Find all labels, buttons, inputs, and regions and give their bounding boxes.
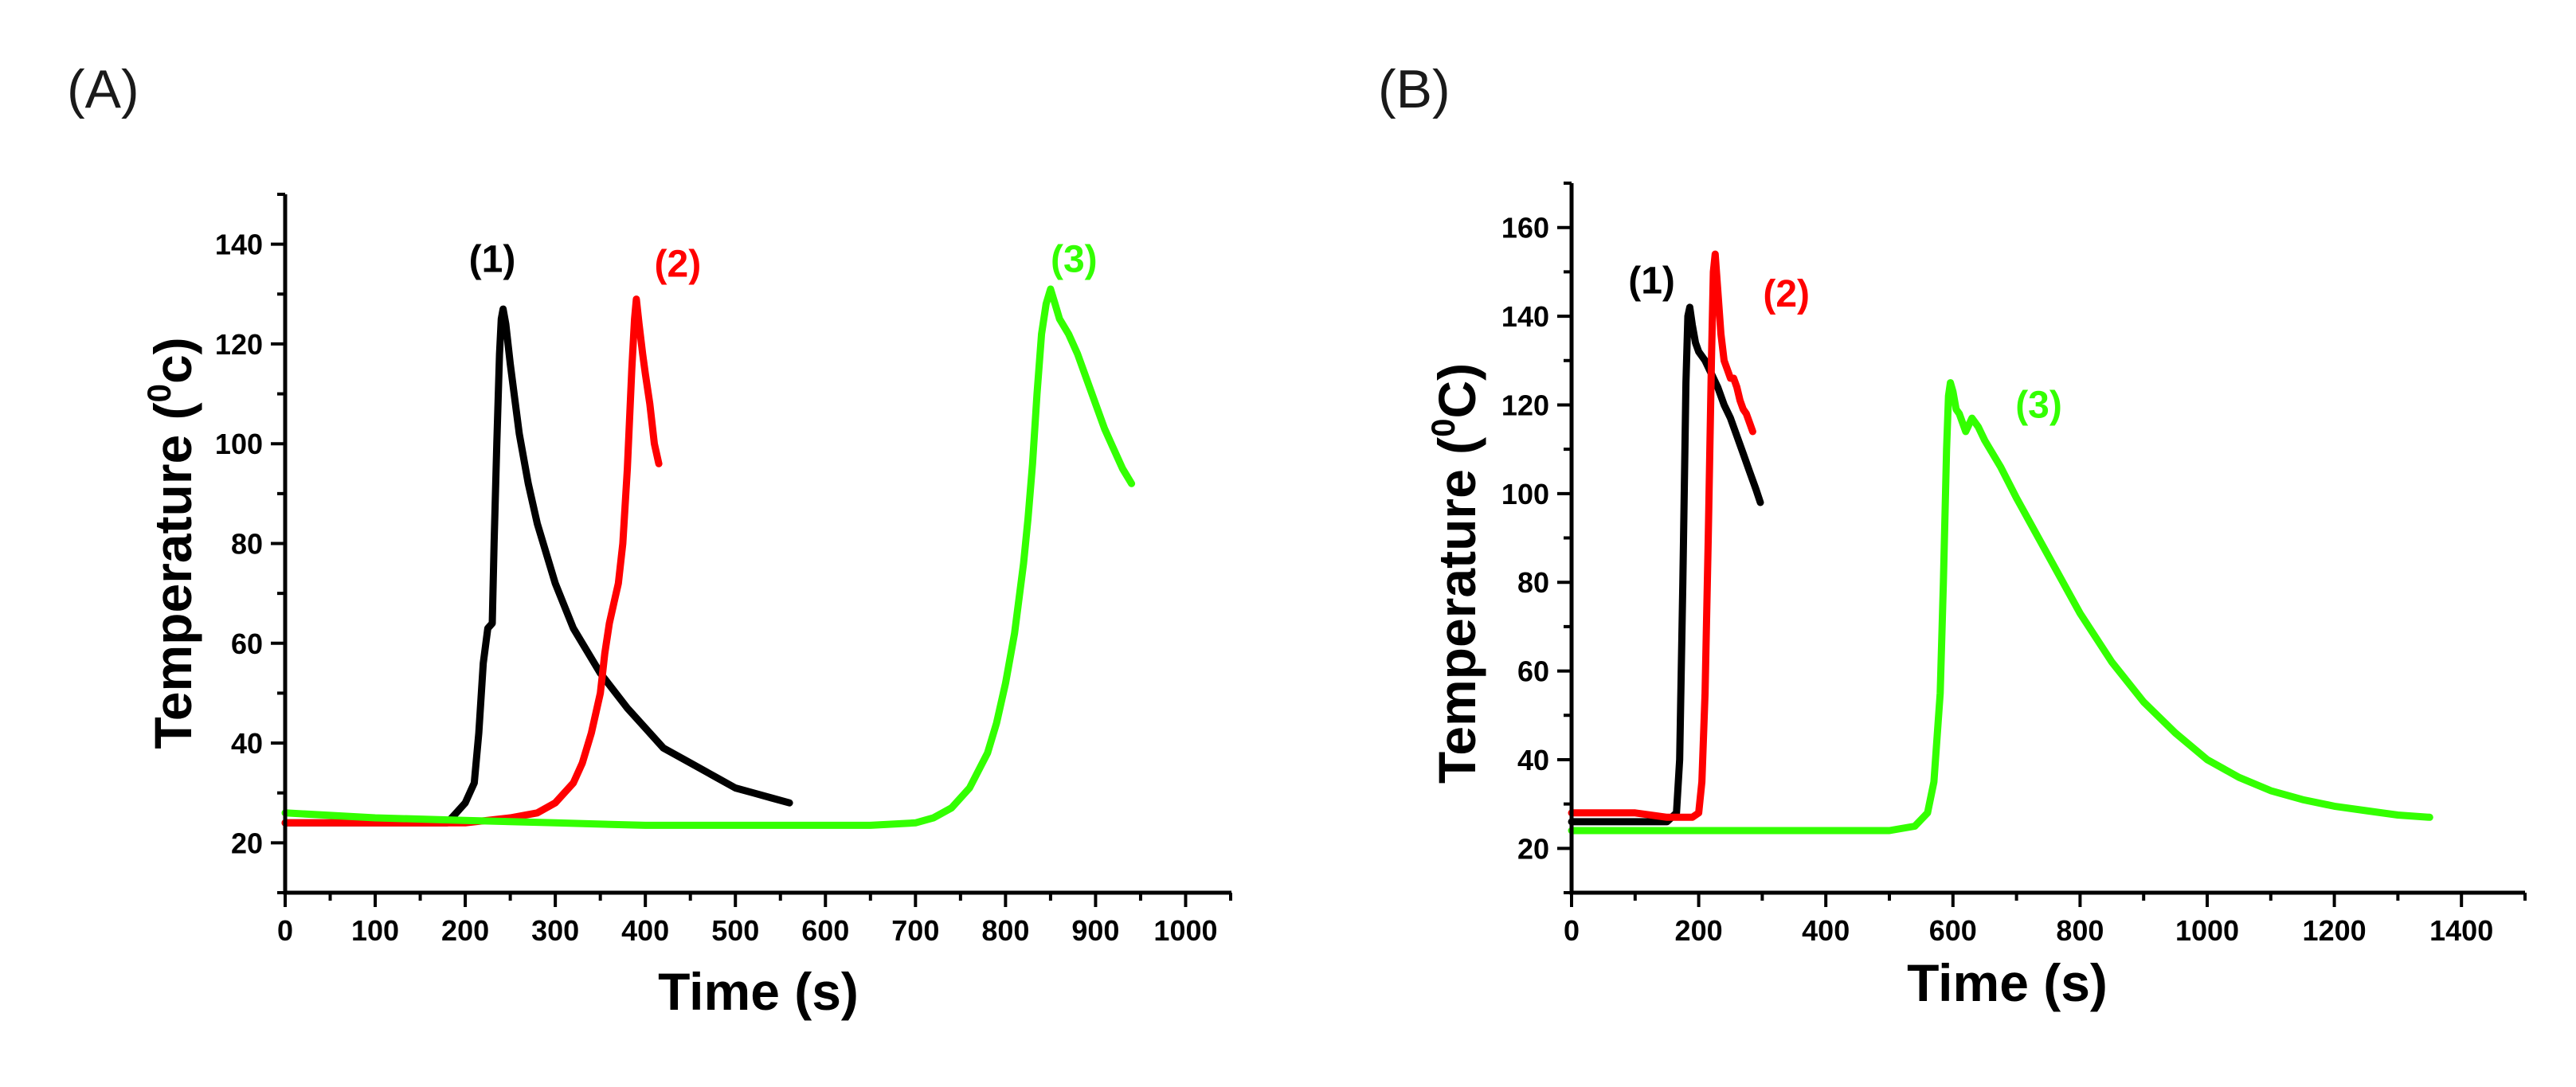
panel-a-y-tick-label: 120: [215, 328, 263, 361]
panel-a-y-tick-label: 100: [215, 428, 263, 460]
panel-b-y-tick-label: 40: [1517, 744, 1549, 776]
panel-b-y-tick-label: 100: [1501, 478, 1549, 510]
panel-a: (A) 0 100 200 300 400 500 600 700 800 900 1000 20 40…: [67, 59, 1232, 1021]
panel-a-series-2-line: [281, 295, 663, 827]
panel-a-x-tick-label: 400: [621, 914, 669, 947]
panel-b-x-tick-label: 1200: [2303, 914, 2367, 947]
panel-b-y-tick-label: 140: [1501, 300, 1549, 333]
panel-b-series-3-line: [1568, 379, 2433, 835]
panel-b-y-tick-label: 160: [1501, 212, 1549, 244]
panel-a-x-axis-title: Time (s): [658, 962, 859, 1021]
panel-a-y-axis-title: Temperature (0c): [140, 337, 202, 749]
panel-b-series-labels: (1) (2) (3): [1628, 260, 2062, 427]
panel-a-x-tick-label: 300: [531, 914, 579, 947]
panel-b-series: [1568, 250, 2433, 835]
panel-b-y-tick-label: 80: [1517, 566, 1549, 599]
panel-a-x-tick-label: 500: [711, 914, 759, 947]
panel-a-x-tick-label: 600: [801, 914, 849, 947]
panel-a-x-tick-label: 700: [891, 914, 939, 947]
panel-label-a: (A): [67, 59, 139, 119]
panel-b-series-3-label: (3): [2015, 384, 2062, 426]
panel-b-y-tick-label: 20: [1517, 832, 1549, 865]
panel-b-series-1-line: [1568, 303, 1764, 826]
panel-b-x-tick-label: 400: [1802, 914, 1850, 947]
panel-a-series-3-line: [281, 285, 1136, 829]
panel-b-x-axis-title: Time (s): [1907, 953, 2108, 1012]
panel-a-y-tick-label: 140: [215, 229, 263, 261]
panel-a-series: [281, 285, 1136, 829]
panel-b-x-tick-label: 600: [1929, 914, 1977, 947]
panel-a-x-tick-label: 900: [1071, 914, 1119, 947]
panel-b-series-2-label: (2): [1763, 273, 1810, 315]
panel-a-x-tick-label: 800: [981, 914, 1029, 947]
panel-a-series-3-label: (3): [1051, 238, 1098, 280]
panel-b-x-tick-label: 0: [1564, 914, 1580, 947]
panel-a-series-labels: (1) (2) (3): [469, 238, 1098, 285]
panel-b-ticks: 0 200 400 600 800 1000 1200 1400 20 40 60 80 100 120 1…: [1501, 182, 2527, 947]
panel-a-y-tick-label: 20: [231, 827, 263, 859]
panel-a-series-1-line: [281, 305, 793, 827]
panel-a-x-tick-label: 1000: [1153, 914, 1217, 947]
panel-a-y-tick-label: 60: [231, 628, 263, 660]
panel-a-x-tick-label: 200: [441, 914, 489, 947]
panel-b-x-tick-label: 200: [1675, 914, 1723, 947]
panel-a-series-2-label: (2): [655, 244, 702, 286]
panel-a-ticks: 0 100 200 300 400 500 600 700 800 900 1000 20 40 60 80…: [215, 193, 1232, 947]
panel-b-y-axis-title: Temperature (0C): [1424, 363, 1486, 784]
panel-a-series-1-label: (1): [469, 238, 516, 280]
panel-a-x-tick-label: 0: [277, 914, 293, 947]
panel-a-y-tick-label: 40: [231, 727, 263, 760]
panel-label-b: (B): [1378, 59, 1450, 119]
panel-a-y-tick-label: 80: [231, 528, 263, 561]
panel-a-x-tick-label: 100: [351, 914, 399, 947]
panel-b-series-1-label: (1): [1628, 260, 1675, 303]
panel-b: (B) 0 200 400 600 800 1000 1200 1400 20 40 60 80 100…: [1378, 59, 2527, 1012]
panel-b-axes: [1569, 183, 2525, 895]
panel-a-axes: [283, 194, 1231, 895]
panel-b-x-tick-label: 800: [2056, 914, 2104, 947]
panel-b-x-tick-label: 1400: [2429, 914, 2493, 947]
panel-b-x-tick-label: 1000: [2175, 914, 2239, 947]
panel-b-series-2-line: [1568, 250, 1756, 821]
panel-b-y-tick-label: 60: [1517, 655, 1549, 688]
panel-b-y-tick-label: 120: [1501, 389, 1549, 421]
